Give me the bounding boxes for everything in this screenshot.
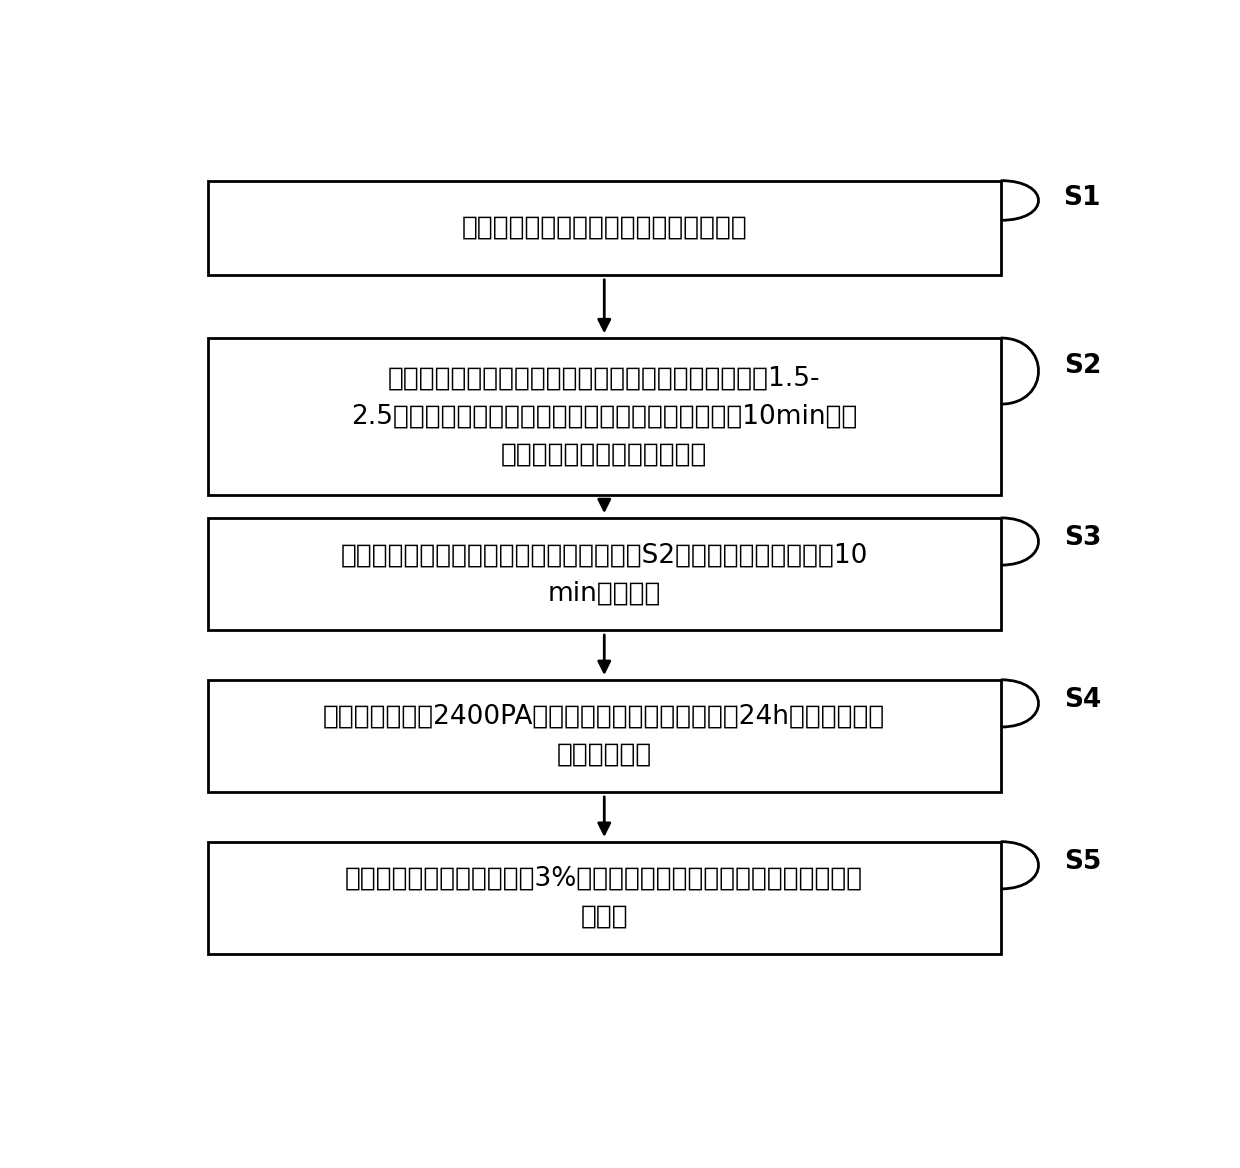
Text: 对组件加载正面2400PA动态机械载荷、并维持不小于24h，期间持续记
录电源电流值: 对组件加载正面2400PA动态机械载荷、并维持不小于24h，期间持续记 录电源电… xyxy=(324,704,885,769)
Bar xyxy=(208,181,1001,276)
Text: 给组件外接直流电源，于恒流模式下通入其短路电流的1.5-
2.5倍的反向电流，以此产生测试所需要的温度，保持10min以上
，并记录电源电流值和电压值: 给组件外接直流电源，于恒流模式下通入其短路电流的1.5- 2.5倍的反向电流，以… xyxy=(351,366,857,467)
Text: 摘除组件二级管，并于背板面布置热电偶: 摘除组件二级管，并于背板面布置热电偶 xyxy=(461,215,748,241)
Bar xyxy=(208,517,1001,631)
Text: 若期间电流值波动小于等于3%，则组件高温机械载荷测试合格，反之则
不合格: 若期间电流值波动小于等于3%，则组件高温机械载荷测试合格，反之则 不合格 xyxy=(345,865,863,930)
Text: S4: S4 xyxy=(1064,687,1101,712)
Text: S3: S3 xyxy=(1064,526,1101,551)
Text: S5: S5 xyxy=(1064,849,1101,875)
Text: S2: S2 xyxy=(1064,354,1101,380)
Text: 将电路切换到恒压模式，电压数值保持步骤S2中记录的电压值，持续10
min维持稳定: 将电路切换到恒压模式，电压数值保持步骤S2中记录的电压值，持续10 min维持稳… xyxy=(341,542,868,606)
Bar xyxy=(208,338,1001,495)
Bar xyxy=(208,680,1001,792)
Text: S1: S1 xyxy=(1064,185,1101,210)
Bar xyxy=(208,842,1001,954)
